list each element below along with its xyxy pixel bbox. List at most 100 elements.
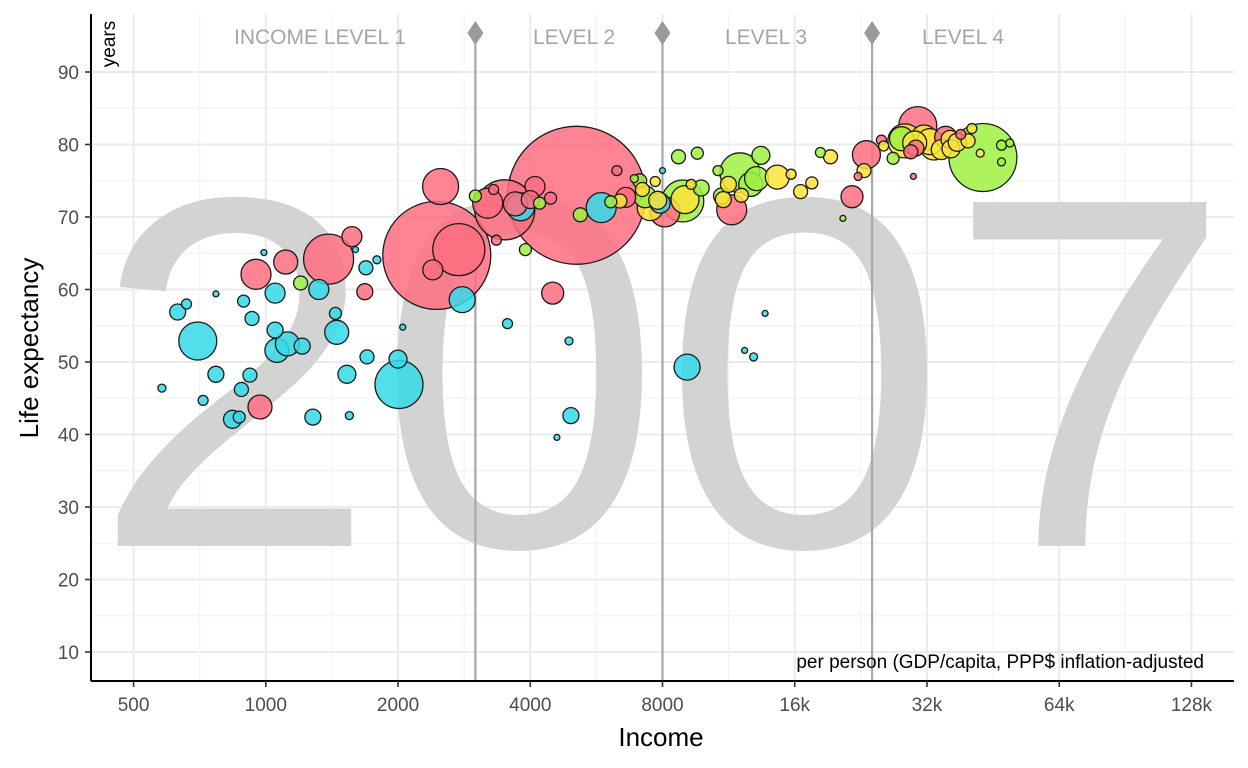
bubble-africa bbox=[761, 309, 769, 318]
bubble-americas bbox=[1005, 138, 1015, 148]
bubble-africa bbox=[233, 381, 250, 398]
axes: 10 20 30 40 50 60 70 80 90 500 1000 2000 4000 8000 16k… bbox=[58, 14, 1234, 716]
x-tick-label: 8000 bbox=[641, 695, 683, 716]
x-tick-label: 128k bbox=[1171, 695, 1213, 716]
y-tick-label: 70 bbox=[58, 208, 79, 229]
bubble-africa bbox=[178, 321, 218, 361]
y-unit-note: years bbox=[99, 21, 120, 67]
y-tick-label: 40 bbox=[58, 426, 79, 447]
bubble-europe bbox=[805, 176, 819, 190]
bubble-africa bbox=[236, 294, 251, 308]
bubble-americas bbox=[839, 214, 847, 223]
income-level-label: LEVEL 2 bbox=[533, 26, 615, 49]
bubble-asia bbox=[422, 259, 444, 281]
income-level-label: INCOME LEVEL 1 bbox=[234, 26, 406, 49]
diamond-marker-icon bbox=[467, 21, 484, 45]
x-tick-label: 32k bbox=[912, 695, 943, 716]
bubble-americas bbox=[292, 275, 309, 291]
bubble-americas bbox=[629, 173, 639, 184]
bubble-africa bbox=[242, 367, 258, 383]
bubble-americas bbox=[518, 242, 533, 257]
bubble-africa bbox=[562, 406, 580, 425]
x-tick-label: 64k bbox=[1044, 695, 1075, 716]
bubble-americas bbox=[670, 149, 687, 165]
bubble-europe bbox=[764, 164, 790, 190]
bubble-africa bbox=[344, 410, 355, 421]
y-tick-label: 30 bbox=[58, 498, 79, 519]
bubble-europe bbox=[792, 183, 809, 200]
bubble-asia bbox=[909, 172, 918, 181]
bubble-europe bbox=[634, 181, 651, 198]
x-tick-label: 2000 bbox=[377, 695, 419, 716]
x-axis-title: Income bbox=[618, 722, 703, 752]
bubble-asia bbox=[541, 281, 565, 305]
y-tick-label: 20 bbox=[58, 571, 79, 592]
bubble-africa bbox=[553, 433, 561, 442]
bubble-asia bbox=[247, 394, 273, 420]
y-tick-label: 10 bbox=[58, 643, 79, 664]
bubble-africa bbox=[260, 248, 268, 257]
bubble-africa bbox=[358, 260, 374, 276]
bubble-europe bbox=[733, 187, 750, 203]
bubble-asia bbox=[302, 233, 355, 285]
bubble-africa bbox=[232, 410, 246, 424]
income-level-label: LEVEL 3 bbox=[725, 26, 807, 49]
bubble-americas bbox=[751, 145, 771, 166]
bubble-africa bbox=[388, 349, 408, 369]
x-tick-label: 16k bbox=[779, 695, 810, 716]
bubble-africa bbox=[293, 337, 311, 355]
bubble-asia bbox=[341, 225, 363, 248]
bubble-africa bbox=[244, 310, 260, 327]
x-unit-note: per person (GDP/capita, PPP$ inflation-a… bbox=[796, 652, 1204, 673]
bubble-americas bbox=[690, 146, 704, 160]
bubble-africa bbox=[372, 255, 382, 265]
bubble-americas bbox=[468, 189, 483, 203]
bubble-asia bbox=[853, 171, 863, 182]
bubble-americas bbox=[572, 207, 588, 223]
bubble-americas bbox=[604, 195, 618, 209]
income-level-label: LEVEL 4 bbox=[922, 26, 1004, 49]
bubble-americas bbox=[532, 196, 547, 210]
income-level-bands: INCOME LEVEL 1 LEVEL 2 LEVEL 3 LEVEL 4 bbox=[234, 21, 1004, 681]
x-tick-label: 1000 bbox=[245, 695, 287, 716]
bubble-europe bbox=[685, 178, 697, 191]
bubble-africa bbox=[324, 319, 350, 345]
y-tick-label: 50 bbox=[58, 353, 79, 374]
bubble-europe bbox=[785, 168, 797, 180]
diamond-marker-icon bbox=[864, 21, 881, 45]
y-tick-label: 60 bbox=[58, 281, 79, 302]
bubble-africa bbox=[564, 336, 574, 346]
bubble-africa bbox=[748, 352, 759, 362]
y-tick-label: 80 bbox=[58, 136, 79, 157]
bubble-europe bbox=[719, 175, 738, 194]
bubble-asia bbox=[955, 128, 967, 141]
bubble-asia bbox=[273, 249, 299, 275]
bubble-americas bbox=[712, 164, 724, 177]
bubble-africa bbox=[328, 306, 343, 321]
data-points bbox=[157, 105, 1018, 442]
bubble-asia bbox=[240, 258, 272, 290]
bubble-europe bbox=[648, 190, 668, 210]
diamond-marker-icon bbox=[654, 21, 671, 45]
bubble-africa bbox=[180, 298, 193, 310]
bubble-africa bbox=[658, 166, 667, 175]
bubble-asia bbox=[432, 222, 486, 277]
bubble-europe bbox=[714, 190, 732, 209]
bubble-africa bbox=[157, 383, 167, 393]
bubble-africa bbox=[169, 303, 187, 321]
bubble-europe bbox=[975, 148, 985, 158]
bubble-americas bbox=[995, 139, 1008, 151]
bubble-africa bbox=[673, 353, 701, 381]
bubble-asia bbox=[840, 185, 864, 209]
bubble-europe bbox=[877, 140, 890, 152]
bubble-americas bbox=[814, 146, 827, 159]
bubble-africa bbox=[266, 321, 284, 339]
bubble-europe bbox=[670, 184, 700, 215]
bubble-africa bbox=[212, 290, 220, 298]
bubble-asia bbox=[903, 144, 919, 160]
bubble-africa bbox=[740, 346, 749, 355]
bubble-africa bbox=[337, 364, 357, 384]
bubble-asia bbox=[611, 164, 623, 177]
bubble-asia bbox=[487, 183, 500, 196]
